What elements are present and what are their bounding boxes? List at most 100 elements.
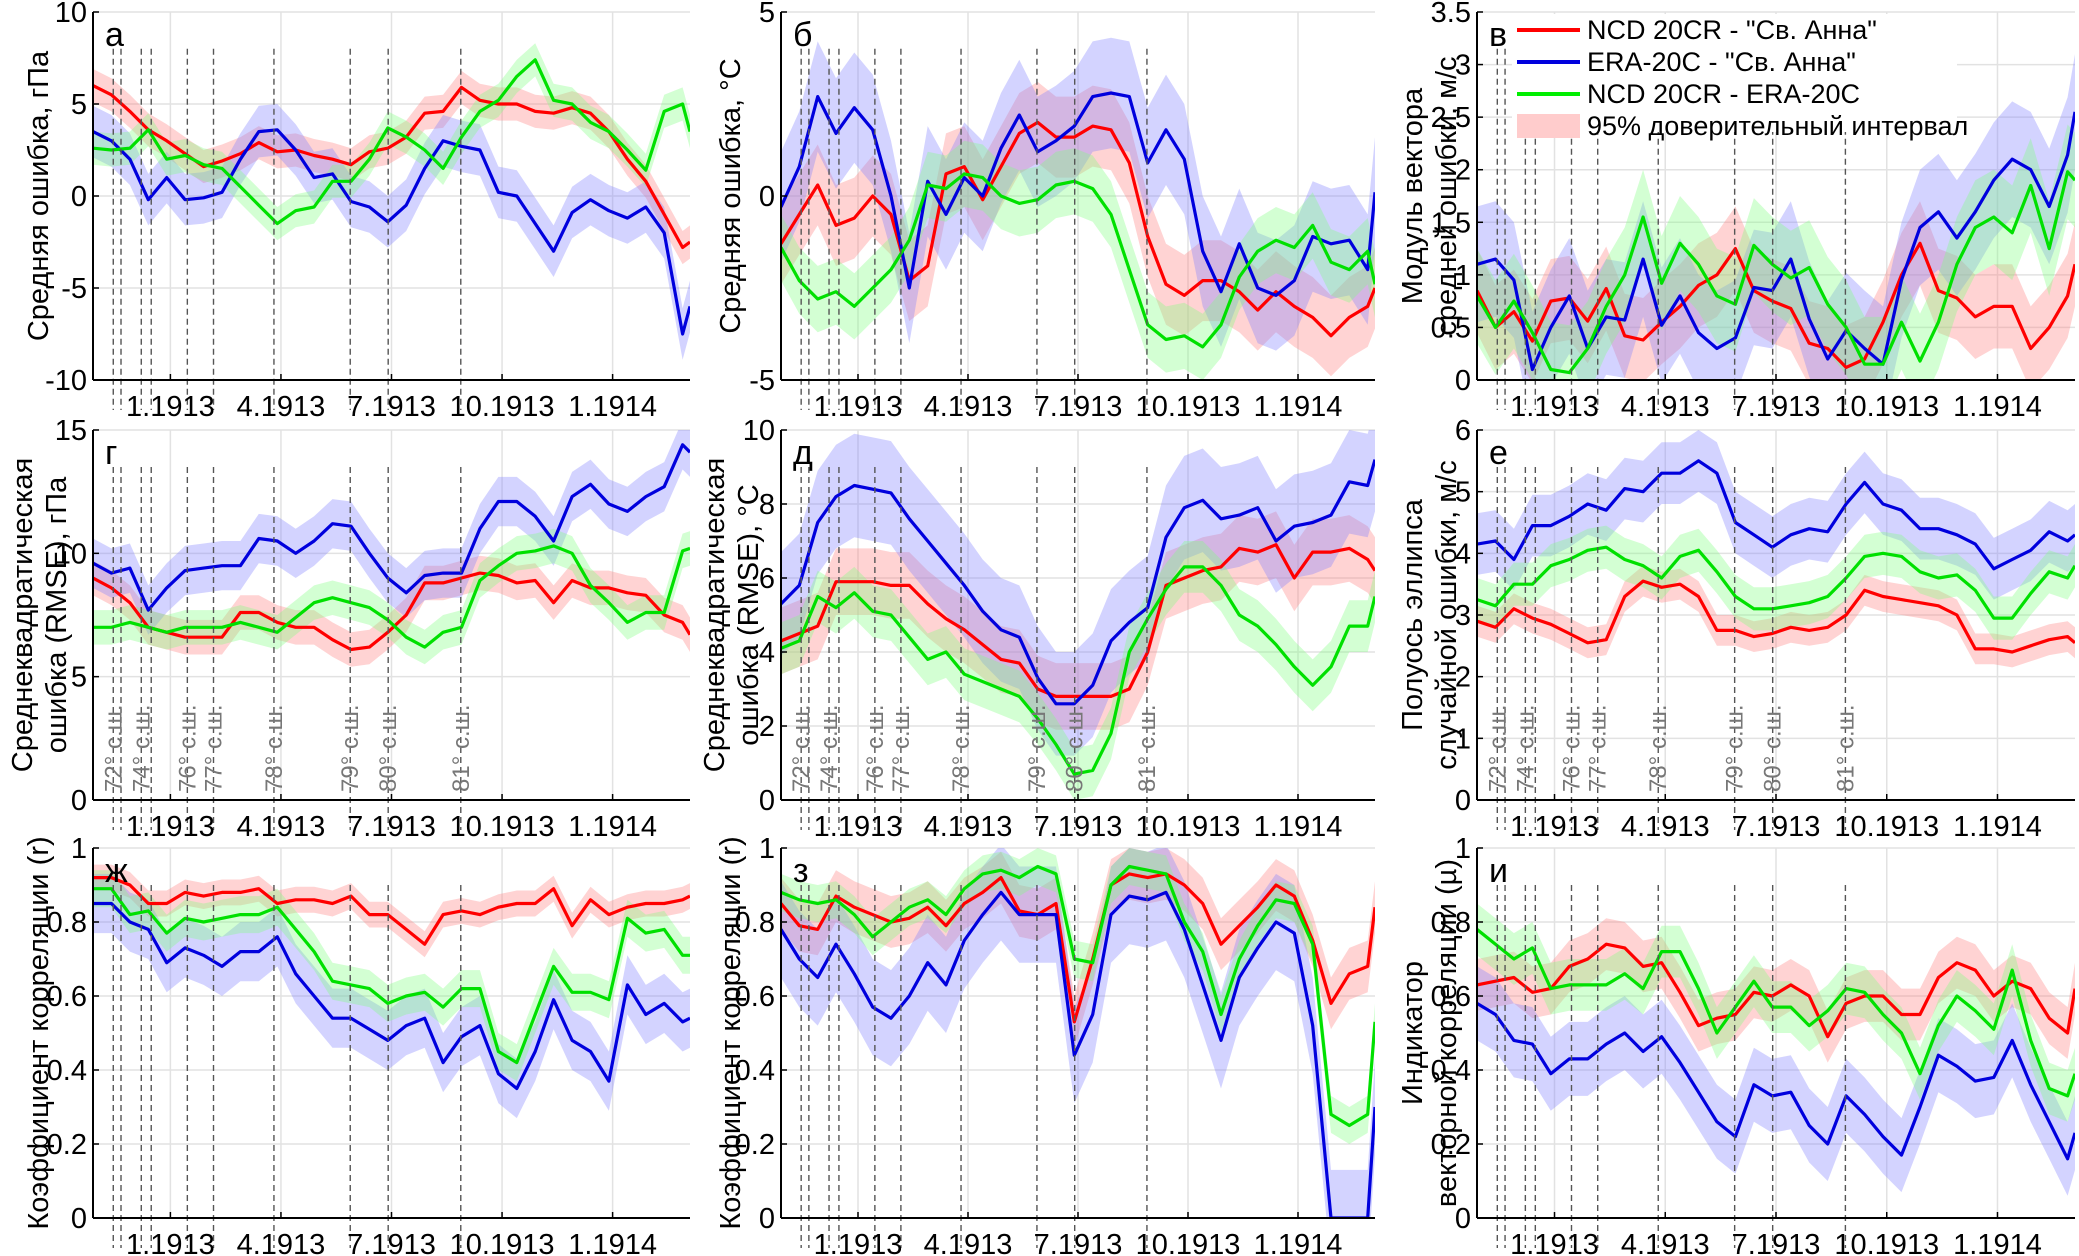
latitude-label: 74° с.ш.: [816, 704, 843, 792]
latitude-label: 80° с.ш.: [375, 704, 402, 792]
y-tick-label: 4: [759, 637, 775, 669]
x-tick-label: 1.1913: [126, 1229, 215, 1256]
y-tick-label: 0: [71, 785, 87, 817]
ci-band-green: [781, 140, 1375, 380]
ci-band-green: [781, 541, 1375, 800]
latitude-label: 79° с.ш.: [337, 704, 364, 792]
series-line-red: [781, 872, 1375, 1024]
series-line-green: [93, 58, 690, 226]
x-tick-label: 4.1913: [237, 1229, 326, 1256]
y-axis-label: ошибка (RMSE), гПа: [41, 476, 73, 753]
ci-band-green: [1477, 525, 2075, 640]
panel-zh: 0 0.2 0.4 0.6 0.8 1 1.1913 4.1913 7.1913 10.1913 1…: [23, 833, 690, 1256]
legend-box: [1512, 14, 1957, 132]
y-axis-label: Среднеквадратическая: [7, 458, 39, 772]
y-tick-label: 5: [71, 662, 87, 694]
y-tick-label: 1.5: [1431, 207, 1471, 239]
x-tick-label: 7.1913: [347, 811, 436, 843]
y-tick-label: 5: [71, 89, 87, 121]
x-tick-label: 4.1913: [237, 811, 326, 843]
y-tick-label: 6: [759, 563, 775, 595]
x-tick-label: 7.1913: [1732, 1229, 1821, 1256]
ci-band-blue: [1477, 54, 2075, 380]
x-tick-label: 7.1913: [1034, 811, 1123, 843]
x-tick-label: 1.1914: [568, 1229, 657, 1256]
panel-label: г: [105, 434, 117, 472]
y-axis-label: векторной корреляции (µ): [1431, 859, 1463, 1207]
x-tick-label: 4.1913: [1621, 811, 1710, 843]
y-tick-label: 3: [1455, 600, 1471, 632]
y-axis-label: Индикатор: [1397, 961, 1429, 1105]
y-tick-label: 0.4: [1431, 1055, 1471, 1087]
x-tick-label: 7.1913: [1732, 811, 1821, 843]
ci-band-green: [93, 43, 690, 241]
y-tick-label: 0: [71, 1203, 87, 1235]
series-line-red: [781, 120, 1375, 338]
y-tick-label: 10: [55, 538, 87, 570]
x-tick-label: 1.1913: [1510, 391, 1599, 423]
x-tick-label: 10.1913: [1834, 811, 1939, 843]
x-tick-label: 1.1914: [1254, 811, 1343, 843]
ci-band-red: [781, 81, 1375, 377]
series-line-green: [1477, 170, 2075, 375]
panel-label: е: [1489, 434, 1508, 472]
x-tick-label: 10.1913: [450, 1229, 555, 1256]
y-tick-label: 6: [1455, 415, 1471, 447]
plot-area: [1477, 903, 2075, 1196]
y-tick-label: 0: [1455, 1203, 1471, 1235]
y-axis-label: Коэффициент корреляции (r): [23, 836, 55, 1229]
x-tick-label: 1.1914: [1254, 1229, 1343, 1256]
latitude-label: 79° с.ш.: [1024, 704, 1051, 792]
series-line-green: [781, 565, 1375, 776]
y-tick-label: 1: [71, 833, 87, 865]
y-tick-label: 0.5: [1431, 312, 1471, 344]
legend-label: 95% доверительный интервал: [1587, 111, 1968, 141]
x-tick-label: 10.1913: [1834, 1229, 1939, 1256]
y-tick-label: -5: [749, 365, 775, 397]
latitude-label: 72° с.ш.: [100, 704, 127, 792]
x-tick-label: 10.1913: [1136, 1229, 1241, 1256]
x-tick-label: 7.1913: [1034, 1229, 1123, 1256]
x-tick-label: 10.1913: [1834, 391, 1939, 423]
panel-label: д: [793, 434, 813, 472]
series-line-blue: [781, 459, 1375, 706]
y-axis-label: Средняя ошибка, °C: [715, 58, 747, 333]
series-line-blue: [1477, 459, 2075, 571]
ci-band-red: [1477, 918, 2075, 1063]
series-line-blue: [93, 443, 690, 612]
series-line-blue: [1477, 1002, 2075, 1161]
ci-band-blue: [781, 37, 1375, 351]
panel-label: ж: [105, 852, 128, 890]
series-line-green: [781, 172, 1375, 349]
x-tick-label: 1.1914: [1953, 811, 2042, 843]
series-line-red: [1477, 241, 2075, 369]
latitude-label: 81° с.ш.: [1134, 704, 1161, 792]
panel-i: 0 0.2 0.4 0.6 0.8 1 1.1913 4.1913 7.1913 10.1913 1…: [1397, 833, 2075, 1256]
y-axis-label: Полуось эллипса: [1397, 498, 1429, 731]
y-tick-label: 1: [1455, 723, 1471, 755]
y-tick-label: 3.5: [1431, 0, 1471, 29]
series-line-blue: [93, 901, 690, 1091]
ci-band-red: [781, 511, 1375, 730]
x-tick-label: 1.1913: [126, 391, 215, 423]
plot-area: [1477, 54, 2075, 380]
latitude-label: 72° с.ш.: [788, 704, 815, 792]
y-tick-label: 8: [759, 489, 775, 521]
y-tick-label: 2: [1455, 155, 1471, 187]
latitude-label: 74° с.ш.: [1512, 704, 1539, 792]
ci-band-blue: [93, 430, 690, 635]
y-tick-label: 15: [55, 415, 87, 447]
panel-label: а: [105, 16, 124, 54]
y-tick-label: 0.2: [735, 1129, 775, 1161]
x-tick-label: 4.1913: [1621, 391, 1710, 423]
latitude-label: 78° с.ш.: [948, 704, 975, 792]
y-tick-label: 0: [759, 1203, 775, 1235]
series-line-green: [781, 864, 1375, 1128]
y-tick-label: 0: [71, 181, 87, 213]
y-tick-label: 2: [1455, 662, 1471, 694]
x-tick-label: 1.1913: [126, 811, 215, 843]
latitude-label: 80° с.ш.: [1760, 704, 1787, 792]
x-tick-label: 4.1913: [237, 391, 326, 423]
y-axis-label: Коэффициент корреляции (r): [715, 836, 747, 1229]
x-tick-label: 1.1914: [1254, 391, 1343, 423]
